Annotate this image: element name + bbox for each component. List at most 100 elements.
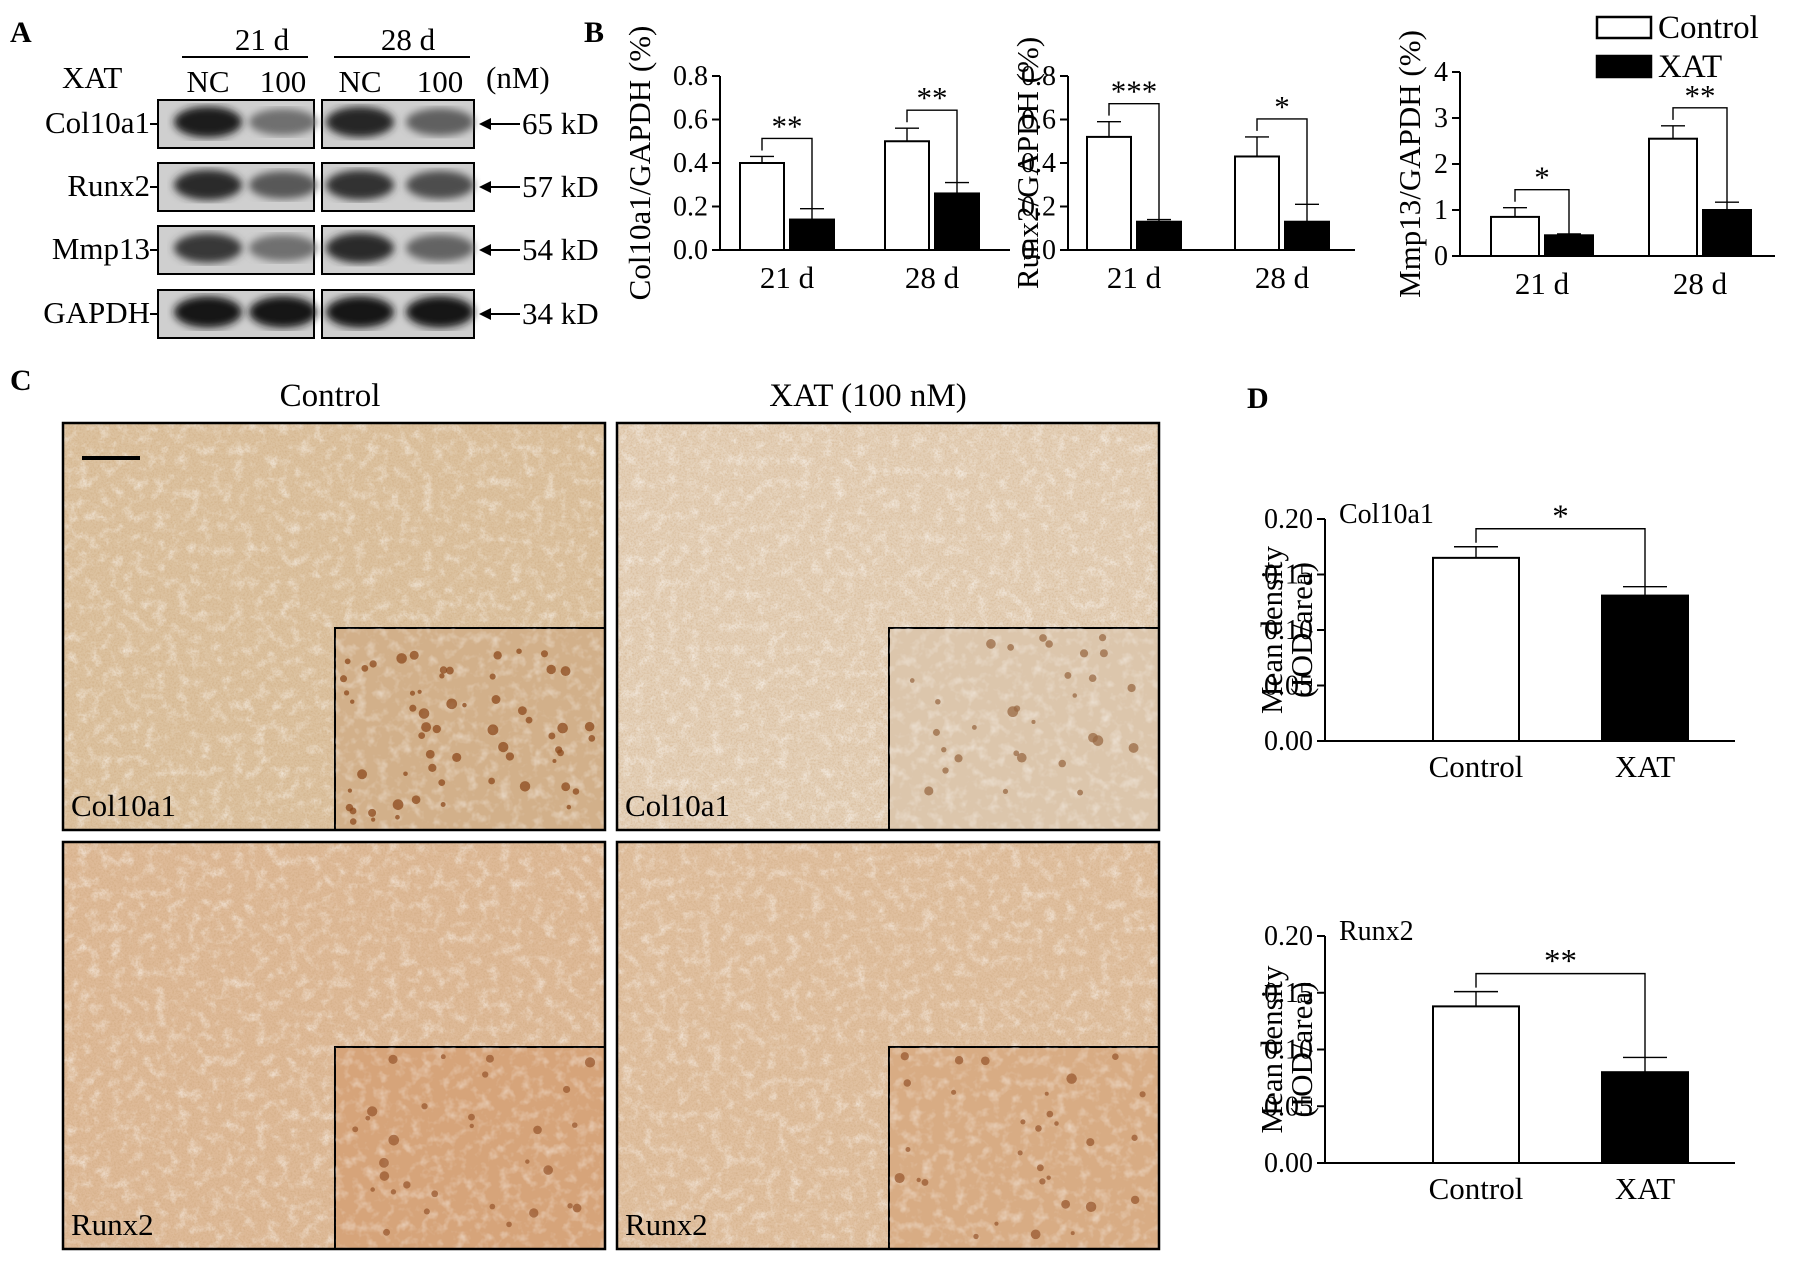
chart-title: Runx2 [1339, 916, 1414, 947]
ihc-stained-cell [916, 1177, 921, 1183]
y-tick-label: 0.15 [1264, 978, 1313, 1009]
y-tick-label: 3 [1434, 103, 1448, 134]
ihc-stained-cell [973, 1233, 979, 1240]
blot-protein-label: Col10a1 [45, 105, 150, 140]
legend-label-control: Control [1658, 10, 1759, 46]
ihc-stained-cell [552, 758, 557, 763]
ihc-stained-cell [519, 781, 531, 792]
y-tick-label: 4 [1434, 57, 1448, 88]
y-tick-label: 0.0 [673, 235, 708, 266]
ihc-stained-cell [350, 699, 355, 704]
ihc-stained-cell [516, 648, 522, 654]
ihc-stained-cell [489, 673, 496, 680]
significance-marker: * [1552, 499, 1569, 535]
blot-arrowhead [479, 244, 491, 256]
y-axis-label-line-1: Mean density [1254, 546, 1289, 714]
ihc-stain-label: Runx2 [71, 1207, 154, 1242]
legend-label-xat: XAT [1658, 49, 1722, 85]
ihc-stained-cell [379, 1171, 390, 1181]
ihc-stained-cell [1130, 1195, 1140, 1205]
ihc-stained-cell [1066, 1073, 1077, 1084]
ihc-stained-cell [584, 721, 595, 732]
ihc-stained-cell [487, 724, 499, 736]
ihc-stained-cell [1131, 1134, 1138, 1141]
ihc-stained-cell [370, 1187, 375, 1192]
blot-band [406, 234, 474, 262]
ihc-stained-cell [428, 763, 437, 772]
x-tick-label: 28 d [905, 260, 960, 295]
ihc-stained-cell [1035, 1125, 1042, 1132]
ihc-stained-cell [1036, 1164, 1044, 1172]
blot-band [326, 170, 394, 200]
blot-band [406, 108, 474, 136]
significance-marker: *** [1111, 74, 1158, 109]
ihc-stained-cell [924, 786, 934, 796]
ihc-stained-cell [557, 749, 564, 757]
ihc-tile: Runx2 [61, 840, 607, 1251]
blot-lane-1: NC [186, 64, 229, 99]
ihc-stained-cell [543, 1165, 553, 1175]
ihc-stained-cell [409, 704, 417, 712]
ihc-stained-cell [1077, 789, 1084, 796]
bar-xat [1702, 209, 1752, 257]
x-tick-label: 21 d [760, 260, 815, 295]
significance-bracket [906, 109, 958, 183]
blot-protein-label: Mmp13 [52, 231, 150, 266]
blot-band [406, 170, 474, 200]
bar-xat [934, 192, 980, 251]
y-tick-label: 0.4 [1021, 148, 1056, 179]
ihc-tile: Runx2 [615, 840, 1161, 1251]
y-axis-label: Mmp13/GAPDH (%) [1392, 30, 1427, 298]
panel-label-b: B [584, 16, 604, 49]
y-tick-label: 0.6 [673, 105, 708, 136]
significance-bracket [1672, 107, 1728, 203]
ihc-tile-border [61, 840, 607, 1251]
ihc-stained-cell [357, 769, 368, 780]
ihc-stain-label: Col10a1 [71, 788, 176, 823]
y-tick-label: 0.20 [1264, 921, 1313, 952]
ihc-stained-cell [1016, 752, 1027, 763]
y-tick-label: 0.8 [673, 61, 708, 92]
y-tick-label: 0.10 [1264, 1035, 1313, 1066]
ihc-stained-cell [980, 1056, 990, 1066]
bar-chart-mean-density-col10a1: 0.00 0.05 0.10 0.15 0.20 Col10a1 Mean density(… [1254, 499, 1735, 784]
y-tick-label: 0.00 [1264, 1148, 1313, 1179]
ihc-stained-cell [1092, 735, 1104, 746]
ihc-stained-cell [1030, 1229, 1041, 1240]
blot-arrowhead [479, 181, 491, 193]
blot-band [326, 106, 394, 138]
blot-band [174, 296, 242, 328]
bar-control [1648, 137, 1698, 257]
ihc-tile-border [615, 840, 1161, 1251]
ihc-stained-cell [485, 1054, 494, 1063]
y-tick-label: 0.8 [1021, 61, 1056, 92]
ihc-stained-cell [1072, 693, 1077, 698]
ihc-stained-cell [425, 749, 435, 759]
blot-unit-label: (nM) [486, 60, 550, 95]
ihc-stained-cell [932, 728, 940, 736]
y-tick-label: 0.0 [1021, 235, 1056, 266]
ihc-stained-cell [903, 1079, 912, 1087]
significance-marker: ** [917, 80, 948, 115]
ihc-stained-cell [452, 752, 462, 762]
ihc-stained-cell [468, 1113, 475, 1121]
ihc-stained-cell [506, 1221, 512, 1228]
legend-swatch-control [1595, 15, 1653, 40]
blot-lane-2: 100 [260, 64, 307, 99]
ihc-stained-cell [525, 716, 533, 724]
blot-band [174, 233, 242, 263]
ihc-stained-cell [588, 735, 596, 742]
ihc-stained-cell [445, 666, 454, 675]
blot-arrowhead [479, 308, 491, 320]
x-tick-label: 28 d [1673, 266, 1728, 301]
significance-bracket [1108, 102, 1160, 220]
ihc-stained-cell [491, 695, 501, 704]
ihc-stained-cell [462, 702, 467, 708]
ihc-stained-cell [421, 722, 432, 733]
ihc-stain-label: Col10a1 [625, 788, 730, 823]
ihc-stained-cell [1013, 750, 1020, 757]
ihc-stained-cell [339, 675, 348, 683]
x-tick-label: Control [1429, 749, 1524, 784]
